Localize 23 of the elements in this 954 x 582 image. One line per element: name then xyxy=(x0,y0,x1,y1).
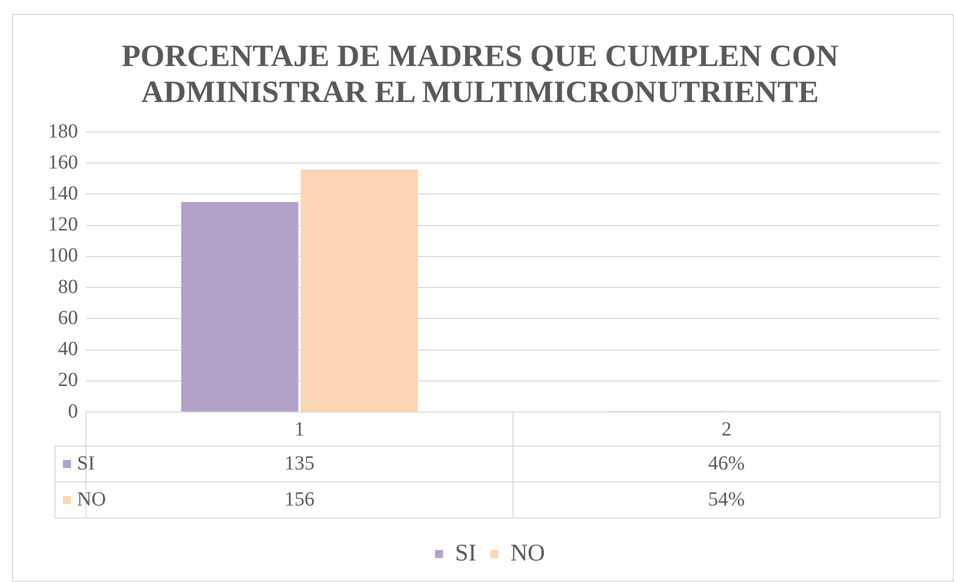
data-label: 135 xyxy=(284,452,314,474)
y-tick-label: 180 xyxy=(48,120,78,142)
y-tick-label: 40 xyxy=(58,338,78,360)
text: SI xyxy=(455,540,476,566)
data-label: 54% xyxy=(708,488,745,510)
y-tick-label: 120 xyxy=(48,214,78,236)
legend-label: NO xyxy=(510,540,546,566)
data-label: 156 xyxy=(284,488,314,510)
y-tick-label: 100 xyxy=(48,244,78,267)
y-tick-label: 20 xyxy=(58,369,78,392)
y-tick-label: 160 xyxy=(48,151,78,174)
chart-title: PORCENTAJE DE MADRES QUE CUMPLEN CON ADMINISTRAR EL MULTIMICRONUTRIENTE xyxy=(120,38,840,110)
text: NO xyxy=(77,488,106,510)
x-tick-label: 2 xyxy=(722,418,732,440)
y-tick-label: 80 xyxy=(58,276,78,298)
legend-label: SI xyxy=(77,452,95,474)
x-tick-label: 1 xyxy=(294,418,304,440)
bar xyxy=(300,169,418,412)
y-tick-label: 0 xyxy=(68,400,78,422)
y-tick-label: 60 xyxy=(58,306,78,329)
bar xyxy=(181,202,298,412)
y-tick-label: 140 xyxy=(48,182,78,204)
data-label: 46% xyxy=(708,452,745,474)
